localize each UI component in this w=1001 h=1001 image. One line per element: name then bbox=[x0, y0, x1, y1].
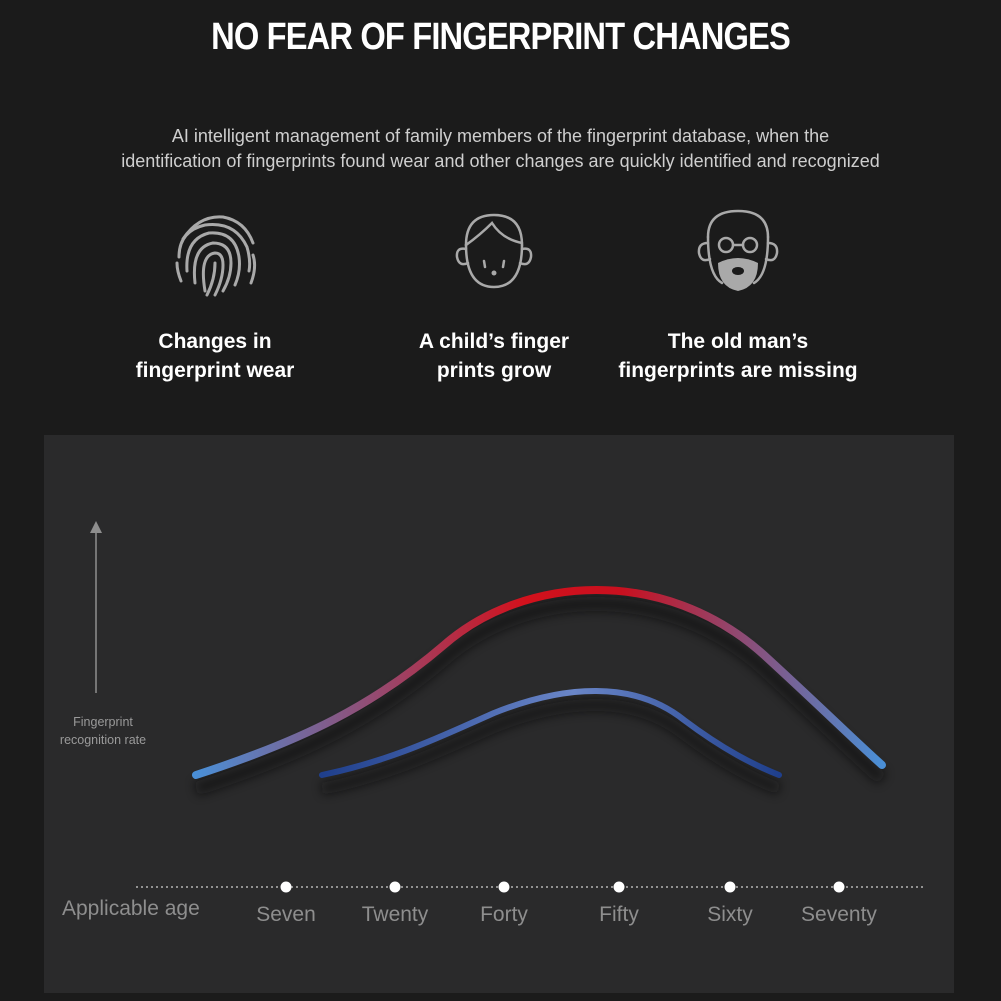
upper-recognition-curve bbox=[192, 586, 886, 779]
age-tick-label: Twenty bbox=[361, 903, 429, 926]
age-tick-label: Fifty bbox=[599, 903, 639, 926]
age-tick-dot bbox=[498, 881, 510, 893]
subtitle-line-1: AI intelligent management of family memb… bbox=[171, 126, 830, 146]
lower-recognition-curve bbox=[319, 688, 782, 778]
feature-label-line-2: fingerprints are missing bbox=[618, 359, 858, 382]
age-tick-dot bbox=[280, 881, 292, 893]
page-title: NO FEAR OF FINGERPRINT CHANGES bbox=[211, 16, 791, 58]
recognition-chart bbox=[90, 521, 924, 893]
age-tick-dot bbox=[833, 881, 845, 893]
age-tick-dot bbox=[389, 881, 401, 893]
feature-label: A child’s finger prints grow bbox=[354, 327, 634, 385]
feature-label-line-1: Changes in bbox=[158, 330, 272, 353]
feature-label-line-2: prints grow bbox=[436, 359, 552, 382]
fingerprint-icon bbox=[175, 215, 257, 297]
age-tick-dot bbox=[724, 881, 736, 893]
subtitle-line-2: identification of fingerprints found wea… bbox=[121, 151, 880, 171]
y-axis-label: Fingerprint recognition rate bbox=[48, 713, 158, 749]
feature-label-line-1: The old man’s bbox=[667, 330, 809, 353]
page-subtitle: AI intelligent management of family memb… bbox=[60, 124, 941, 174]
feature-label: The old man’s fingerprints are missing bbox=[598, 327, 878, 385]
feature-fingerprint-wear: Changes in fingerprint wear bbox=[75, 205, 355, 385]
y-axis-label-line-1: Fingerprint bbox=[73, 715, 133, 729]
feature-child-prints: A child’s finger prints grow bbox=[354, 205, 634, 385]
feature-old-man-prints: The old man’s fingerprints are missing bbox=[598, 205, 878, 385]
age-tick-dot bbox=[613, 881, 625, 893]
y-axis-label-line-2: recognition rate bbox=[59, 733, 147, 747]
feature-label-line-1: A child’s finger bbox=[418, 330, 570, 353]
x-axis-label: Applicable age bbox=[62, 897, 200, 920]
feature-label: Changes in fingerprint wear bbox=[75, 327, 355, 385]
old-man-face-icon bbox=[697, 209, 779, 291]
age-tick-label: Seven bbox=[256, 903, 316, 926]
feature-label-line-2: fingerprint wear bbox=[135, 359, 295, 382]
age-tick-label: Sixty bbox=[707, 903, 753, 926]
age-tick-label: Forty bbox=[480, 903, 528, 926]
recognition-chart-panel: Fingerprint recognition rate Applicable … bbox=[44, 435, 954, 993]
age-tick-label: Seventy bbox=[801, 903, 877, 926]
child-face-icon bbox=[455, 213, 533, 289]
old-man-mouth bbox=[732, 267, 744, 275]
child-mouth bbox=[491, 270, 497, 276]
y-axis-arrow-icon bbox=[90, 521, 102, 533]
